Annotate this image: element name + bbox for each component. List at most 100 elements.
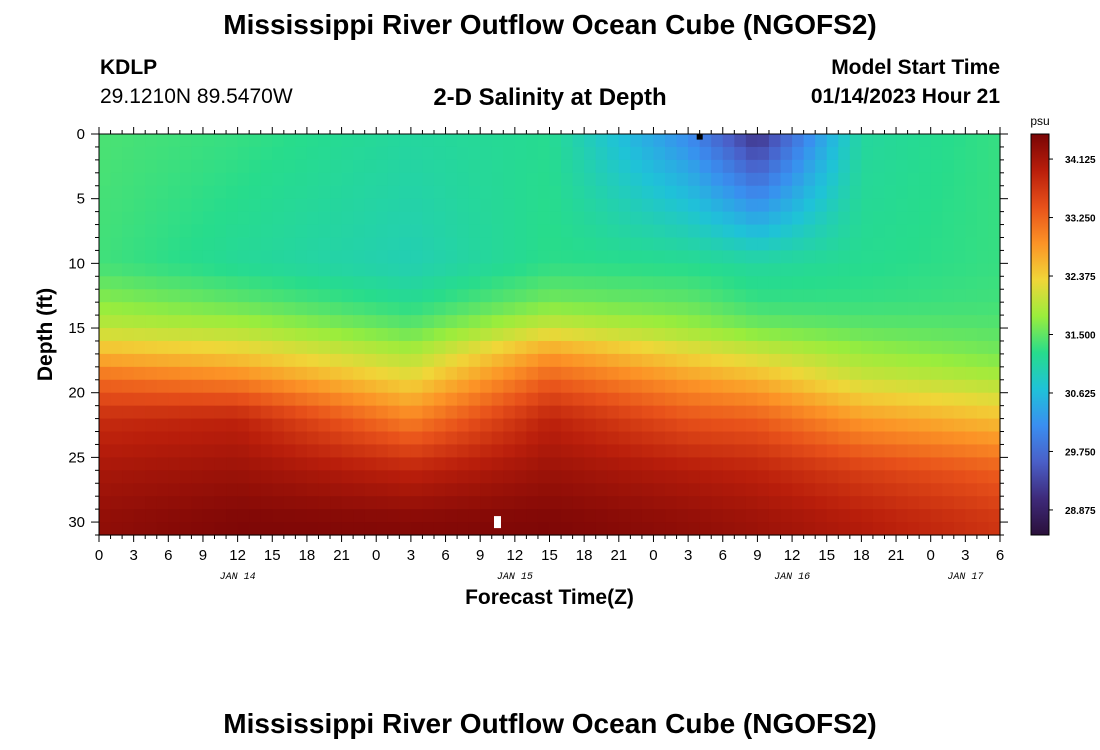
heatmap-cell: [133, 431, 146, 446]
heatmap-cell: [561, 366, 574, 381]
heatmap-cell: [202, 289, 216, 303]
heatmap-cell: [549, 431, 562, 446]
heatmap-cell: [907, 302, 920, 316]
heatmap-cell: [214, 263, 227, 277]
heatmap-cell: [884, 522, 897, 536]
heatmap-cell: [306, 134, 320, 148]
heatmap-cell: [768, 315, 782, 329]
heatmap-cell: [376, 263, 389, 277]
heatmap-cell: [953, 250, 966, 264]
heatmap-cell: [907, 315, 920, 329]
heatmap-cell: [884, 509, 897, 523]
heatmap-cell: [99, 328, 112, 342]
heatmap-cell: [595, 366, 608, 381]
heatmap-cell: [318, 146, 331, 161]
heatmap-cell: [953, 276, 966, 290]
heatmap-cell: [433, 379, 447, 394]
heatmap-cell: [780, 340, 793, 355]
heatmap-cell: [376, 211, 389, 226]
heatmap-cell: [988, 146, 1001, 161]
heatmap-cell: [364, 353, 377, 368]
heatmap-cell: [226, 444, 239, 458]
heatmap-cell: [711, 496, 724, 510]
heatmap-cell: [179, 185, 193, 200]
heatmap-cell: [699, 496, 712, 510]
heatmap-cell: [826, 392, 839, 407]
heatmap-cell: [618, 353, 631, 368]
heatmap-cell: [630, 198, 643, 213]
heatmap-cell: [711, 509, 724, 523]
heatmap-cell: [630, 353, 643, 368]
heatmap-cell: [988, 366, 1001, 381]
heatmap-cell: [537, 470, 551, 484]
heatmap-cell: [757, 159, 770, 174]
heatmap-cell: [168, 522, 181, 536]
y-tick-label: 0: [77, 126, 85, 143]
heatmap-cell: [780, 172, 793, 187]
heatmap-cell: [896, 328, 909, 342]
heatmap-cell: [145, 250, 158, 264]
heatmap-cell: [745, 315, 759, 329]
heatmap-cell: [688, 159, 701, 174]
heatmap-cell: [768, 522, 782, 536]
heatmap-cell: [410, 289, 424, 303]
heatmap-cell: [665, 483, 678, 497]
heatmap-cell: [572, 302, 585, 316]
heatmap-cell: [249, 198, 262, 213]
heatmap-cell: [630, 470, 643, 484]
heatmap-cell: [849, 159, 862, 174]
heatmap-cell: [699, 483, 712, 497]
heatmap-cell: [572, 470, 585, 484]
heatmap-cell: [422, 185, 435, 200]
heatmap-cell: [641, 276, 655, 290]
heatmap-cell: [202, 522, 216, 536]
heatmap-cell: [561, 418, 574, 433]
heatmap-cell: [884, 159, 897, 174]
heatmap-cell: [353, 379, 366, 394]
salinity-heatmap: [99, 134, 1001, 536]
heatmap-cell: [965, 237, 978, 252]
heatmap-cell: [110, 302, 123, 316]
heatmap-cell: [214, 353, 227, 368]
heatmap-cell: [364, 185, 377, 200]
heatmap-cell: [630, 185, 643, 200]
heatmap-cell: [572, 353, 585, 368]
heatmap-cell: [803, 302, 816, 316]
chart-title: Mississippi River Outflow Ocean Cube (NG…: [223, 9, 877, 40]
heatmap-cell: [595, 315, 608, 329]
heatmap-cell: [665, 328, 678, 342]
y-tick-label: 30: [68, 514, 85, 531]
heatmap-cell: [607, 134, 620, 148]
heatmap-cell: [480, 431, 493, 446]
heatmap-cell: [561, 237, 574, 252]
heatmap-cell: [283, 496, 296, 510]
heatmap-cell: [156, 146, 169, 161]
heatmap-cell: [734, 211, 747, 226]
heatmap-cell: [676, 457, 689, 471]
heatmap-cell: [815, 146, 828, 161]
heatmap-cell: [422, 276, 435, 290]
heatmap-cell: [214, 185, 227, 200]
heatmap-cell: [561, 353, 574, 368]
heatmap-cell: [665, 509, 678, 523]
heatmap-cell: [376, 418, 389, 433]
heatmap-cell: [757, 444, 770, 458]
heatmap-cell: [226, 315, 239, 329]
heatmap-cell: [168, 224, 181, 239]
heatmap-cell: [214, 444, 227, 458]
heatmap-cell: [122, 211, 135, 226]
heatmap-cell: [503, 353, 516, 368]
heatmap-cell: [861, 379, 874, 394]
heatmap-cell: [988, 250, 1001, 264]
heatmap-cell: [480, 366, 493, 381]
heatmap-cell: [641, 211, 655, 226]
heatmap-cell: [514, 470, 527, 484]
heatmap-cell: [306, 159, 320, 174]
heatmap-cell: [376, 134, 389, 148]
heatmap-cell: [584, 224, 597, 239]
heatmap-cell: [341, 224, 354, 239]
heatmap-cell: [110, 353, 123, 368]
heatmap-cell: [907, 340, 920, 355]
heatmap-cell: [607, 224, 620, 239]
heatmap-cell: [653, 340, 666, 355]
